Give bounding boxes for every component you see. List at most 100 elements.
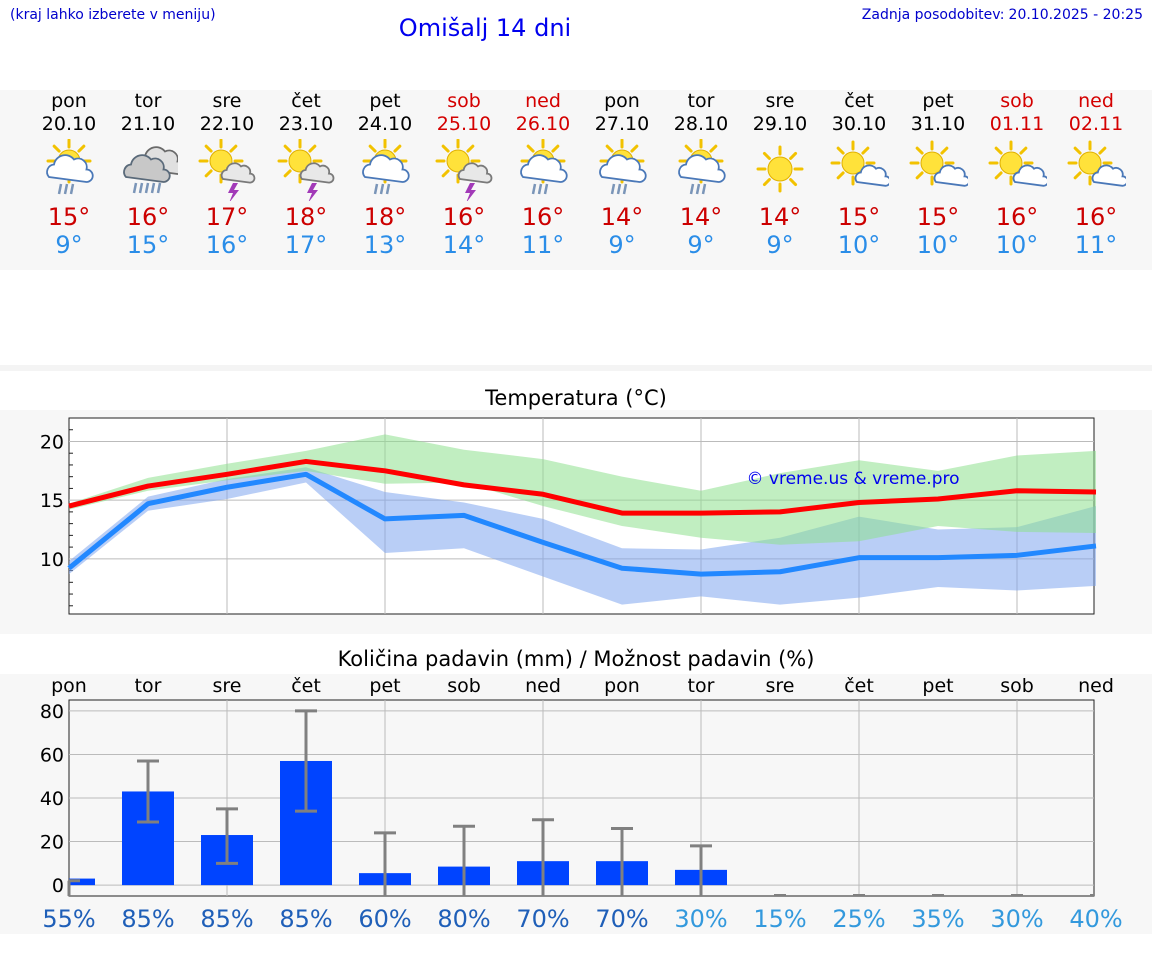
location-hint: (kraj lahko izberete v meniju) — [10, 7, 216, 23]
last-update: Zadnja posodobitev: 20.10.2025 - 20:25 — [858, 7, 1143, 23]
day-date-label: 28.10 — [673, 113, 729, 135]
day-name-label: sob — [447, 90, 481, 112]
precip-probability-label: 35% — [911, 905, 964, 933]
day-date-label: 21.10 — [120, 113, 176, 135]
x-category-label: pet — [922, 675, 953, 697]
y-tick-label: 60 — [40, 744, 64, 766]
day-forecast: ned 26.10 16° 11° — [504, 90, 583, 259]
sun-small-cloud-icon — [909, 140, 968, 187]
max-temp: 16° — [1074, 203, 1118, 231]
day-name-label: sob — [1000, 90, 1034, 112]
x-category-label: tor — [688, 675, 715, 697]
max-temp: 14° — [600, 203, 644, 231]
day-forecast: sob 25.10 16° 14° — [425, 90, 504, 259]
day-forecast: tor 28.10 14° 9° — [662, 90, 741, 259]
day-date-label: 25.10 — [436, 113, 492, 135]
precip-probability-label: 55% — [42, 905, 95, 933]
sun-small-cloud-icon — [830, 140, 889, 187]
precip-probability-label: 60% — [358, 905, 411, 933]
day-forecast: sob 01.11 16° 10° — [978, 90, 1057, 259]
y-tick-label: 15 — [40, 490, 64, 512]
min-temp-range-band — [69, 467, 1096, 605]
precip-probability-label: 85% — [279, 905, 332, 933]
day-forecast: sre 22.10 17° 16° — [188, 90, 267, 259]
precip-probability-label: 30% — [674, 905, 727, 933]
day-forecast: pet 31.10 15° 10° — [899, 90, 978, 259]
cloud-heavy-rain-icon — [123, 146, 178, 194]
precip-probability-label: 40% — [1069, 905, 1122, 933]
y-tick-label: 20 — [40, 431, 64, 453]
day-date-label: 26.10 — [515, 113, 571, 135]
max-temp: 16° — [521, 203, 565, 231]
precip-probability-label: 25% — [832, 905, 885, 933]
precip-probability-label: 70% — [516, 905, 569, 933]
last-update-value: 20.10.2025 - 20:25 — [1008, 7, 1143, 23]
temperature-chart-title: Temperatura (°C) — [485, 386, 667, 410]
day-name-label: tor — [687, 90, 715, 112]
x-category-label: sob — [1000, 675, 1034, 697]
sun-small-cloud-icon — [1067, 140, 1126, 187]
sun-cloud-rain-icon — [678, 139, 726, 195]
day-name-label: ned — [525, 90, 561, 112]
day-name-label: pet — [922, 90, 954, 112]
x-category-label: pon — [51, 675, 87, 697]
min-temp: 9° — [687, 231, 715, 259]
sun-cloud-rain-icon — [520, 139, 568, 195]
sun-thunder-icon — [198, 139, 256, 201]
min-temp: 10° — [995, 231, 1039, 259]
sun-small-cloud-icon — [988, 140, 1047, 187]
sun-cloud-rain-icon — [46, 139, 94, 195]
precip-probability-label: 85% — [121, 905, 174, 933]
day-name-label: čet — [844, 90, 874, 112]
day-forecast: ned 02.11 16° 11° — [1057, 90, 1136, 259]
day-date-label: 24.10 — [357, 113, 413, 135]
day-name-label: tor — [134, 90, 162, 112]
day-forecast: sre 29.10 14° 9° — [741, 90, 820, 259]
daily-forecast-strip: pon 20.10 15° 9° tor 21.10 16° 15° sre 22.10 17° 16… — [0, 90, 1152, 270]
sun-icon — [756, 145, 804, 193]
max-temp-line — [68, 458, 1097, 516]
day-date-label: 30.10 — [831, 113, 887, 135]
sun-cloud-rain-icon — [599, 139, 647, 195]
day-forecast: pon 27.10 14° 9° — [583, 90, 662, 259]
sun-thunder-icon — [277, 139, 335, 201]
day-forecast: pon 20.10 15° 9° — [30, 90, 109, 259]
precip-probability-label: 70% — [595, 905, 648, 933]
day-date-label: 29.10 — [752, 113, 808, 135]
min-temp: 16° — [205, 231, 249, 259]
day-forecast: tor 21.10 16° 15° — [109, 90, 188, 259]
min-temp-line — [67, 471, 1097, 577]
max-temp: 18° — [363, 203, 407, 231]
last-update-label: Zadnja posodobitev: — [861, 7, 1005, 23]
day-forecast: čet 30.10 15° 10° — [820, 90, 899, 259]
min-temp: 17° — [284, 231, 328, 259]
max-temp: 16° — [995, 203, 1039, 231]
y-tick-label: 40 — [40, 788, 64, 810]
page-title: Omišalj 14 dni — [398, 14, 572, 42]
precipitation-chart: pon tor sre čet pet sob ned pon tor sre čet pet sob n… — [40, 675, 1123, 933]
day-name-label: sre — [212, 90, 242, 112]
precip-probability-label: 15% — [753, 905, 806, 933]
x-category-label: sre — [766, 675, 795, 697]
x-category-label: sob — [447, 675, 481, 697]
sun-thunder-icon — [435, 139, 493, 201]
precip-bar — [69, 878, 95, 886]
day-name-label: čet — [291, 90, 321, 112]
x-category-label: ned — [525, 675, 561, 697]
section-divider — [0, 365, 1152, 371]
x-category-label: pet — [369, 675, 400, 697]
max-temp: 18° — [284, 203, 328, 231]
watermark: © vreme.us & vreme.pro — [746, 469, 959, 489]
min-temp: 9° — [55, 231, 83, 259]
y-tick-label: 20 — [40, 832, 64, 854]
min-temp: 10° — [837, 231, 881, 259]
day-date-label: 02.11 — [1068, 113, 1124, 135]
max-temp: 15° — [47, 203, 91, 231]
precip-probability-label: 85% — [200, 905, 253, 933]
x-category-label: pon — [604, 675, 640, 697]
x-category-label: ned — [1078, 675, 1114, 697]
y-tick-label: 0 — [52, 875, 64, 897]
max-temp: 15° — [837, 203, 881, 231]
max-temp: 17° — [205, 203, 249, 231]
x-category-label: čet — [844, 675, 874, 697]
